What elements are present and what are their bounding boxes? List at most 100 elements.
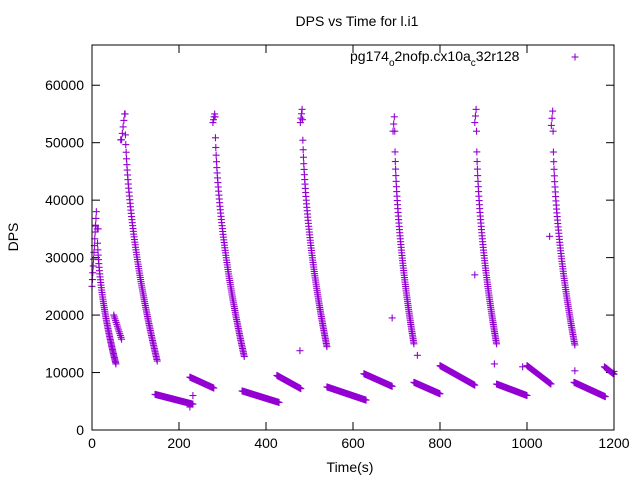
data-point	[299, 146, 307, 154]
legend-label-sub2: c	[471, 58, 476, 69]
data-point	[550, 165, 558, 173]
y-tick-label: 10000	[45, 365, 84, 381]
data-point	[89, 269, 97, 277]
y-tick-label: 40000	[45, 192, 84, 208]
legend-marker	[571, 53, 579, 61]
data-points	[88, 105, 618, 411]
data-point	[94, 239, 102, 247]
data-point-outlier	[546, 232, 554, 240]
legend: pg174o2nofp.cx10ac32r128	[350, 48, 579, 69]
data-point	[112, 317, 120, 325]
data-point	[118, 129, 126, 137]
data-point	[390, 120, 398, 128]
data-point	[110, 311, 118, 319]
data-point	[210, 384, 218, 392]
data-point	[211, 134, 219, 142]
data-point-outlier	[519, 363, 527, 371]
x-tick-label: 1200	[598, 435, 629, 451]
data-point-outlier	[490, 360, 498, 368]
data-point-outlier	[117, 136, 125, 144]
data-point	[297, 114, 305, 122]
legend-label-suffix: 32r128	[476, 48, 520, 64]
data-point-outlier	[186, 403, 194, 411]
data-point	[114, 324, 122, 332]
data-point	[153, 357, 161, 365]
legend-label-prefix: pg174	[350, 48, 389, 64]
y-axis-ticks: 0 10000 20000 30000 40000 50000 60000	[45, 77, 614, 438]
data-point	[548, 114, 556, 122]
x-tick-label: 400	[254, 435, 278, 451]
y-tick-label: 30000	[45, 250, 84, 266]
data-point	[116, 330, 124, 338]
legend-marker-symbol	[571, 53, 579, 61]
data-point	[116, 331, 124, 339]
data-point	[117, 333, 125, 341]
data-point	[571, 341, 579, 349]
data-point	[120, 116, 128, 124]
data-point	[121, 131, 129, 139]
data-point	[471, 112, 479, 120]
data-point	[122, 148, 130, 156]
data-point-outlier	[94, 225, 102, 233]
data-point	[240, 352, 248, 360]
legend-label-sub1: o	[389, 58, 395, 69]
data-point-outlier	[571, 367, 579, 375]
data-point	[392, 165, 400, 173]
y-tick-label: 60000	[45, 77, 84, 93]
data-point	[550, 158, 558, 166]
data-point	[473, 148, 481, 156]
data-point	[601, 393, 609, 401]
data-point	[388, 382, 396, 390]
data-point	[472, 105, 480, 113]
data-point	[92, 208, 100, 216]
data-point	[547, 380, 555, 388]
data-point	[523, 392, 531, 400]
x-tick-label: 0	[88, 435, 96, 451]
data-point	[212, 158, 220, 166]
x-axis-ticks: 0 200 400 600 800 1000 1200	[88, 45, 630, 451]
data-point	[298, 110, 306, 118]
data-point	[115, 328, 123, 336]
data-point	[609, 369, 617, 377]
data-point	[113, 322, 121, 330]
data-point-outlier	[471, 271, 479, 279]
data-point	[390, 113, 398, 121]
data-point	[112, 319, 120, 327]
data-point-outlier	[413, 351, 421, 359]
data-point-outlier	[388, 314, 396, 322]
data-point	[549, 148, 557, 156]
data-point	[410, 340, 418, 348]
data-point	[299, 136, 307, 144]
plot-frame	[91, 44, 615, 431]
data-point	[212, 143, 220, 151]
data-point	[362, 396, 370, 404]
data-point	[92, 214, 100, 222]
y-tick-label: 20000	[45, 307, 84, 323]
data-point	[111, 315, 119, 323]
data-point	[436, 390, 444, 398]
chart-title: DPS vs Time for l.i1	[296, 13, 419, 29]
legend-label: pg174o2nofp.cx10ac32r128	[350, 48, 520, 69]
data-point	[118, 335, 126, 343]
data-point	[122, 141, 130, 149]
x-tick-label: 600	[341, 435, 365, 451]
data-point	[547, 121, 555, 129]
data-point-outlier	[189, 392, 197, 400]
data-point	[549, 107, 557, 115]
x-axis-label: Time(s)	[327, 459, 374, 475]
data-point	[299, 116, 307, 124]
data-point	[473, 165, 481, 173]
data-point	[113, 320, 121, 328]
data-point	[115, 326, 123, 334]
y-tick-label: 0	[76, 422, 84, 438]
data-point-outlier	[296, 347, 304, 355]
legend-label-mid: 2nofp.cx10a	[395, 48, 471, 64]
data-point	[211, 113, 219, 121]
x-tick-label: 800	[428, 435, 452, 451]
data-point	[323, 343, 331, 351]
data-point	[493, 340, 501, 348]
data-point	[473, 158, 481, 166]
data-point	[112, 360, 120, 368]
data-point	[121, 110, 129, 118]
